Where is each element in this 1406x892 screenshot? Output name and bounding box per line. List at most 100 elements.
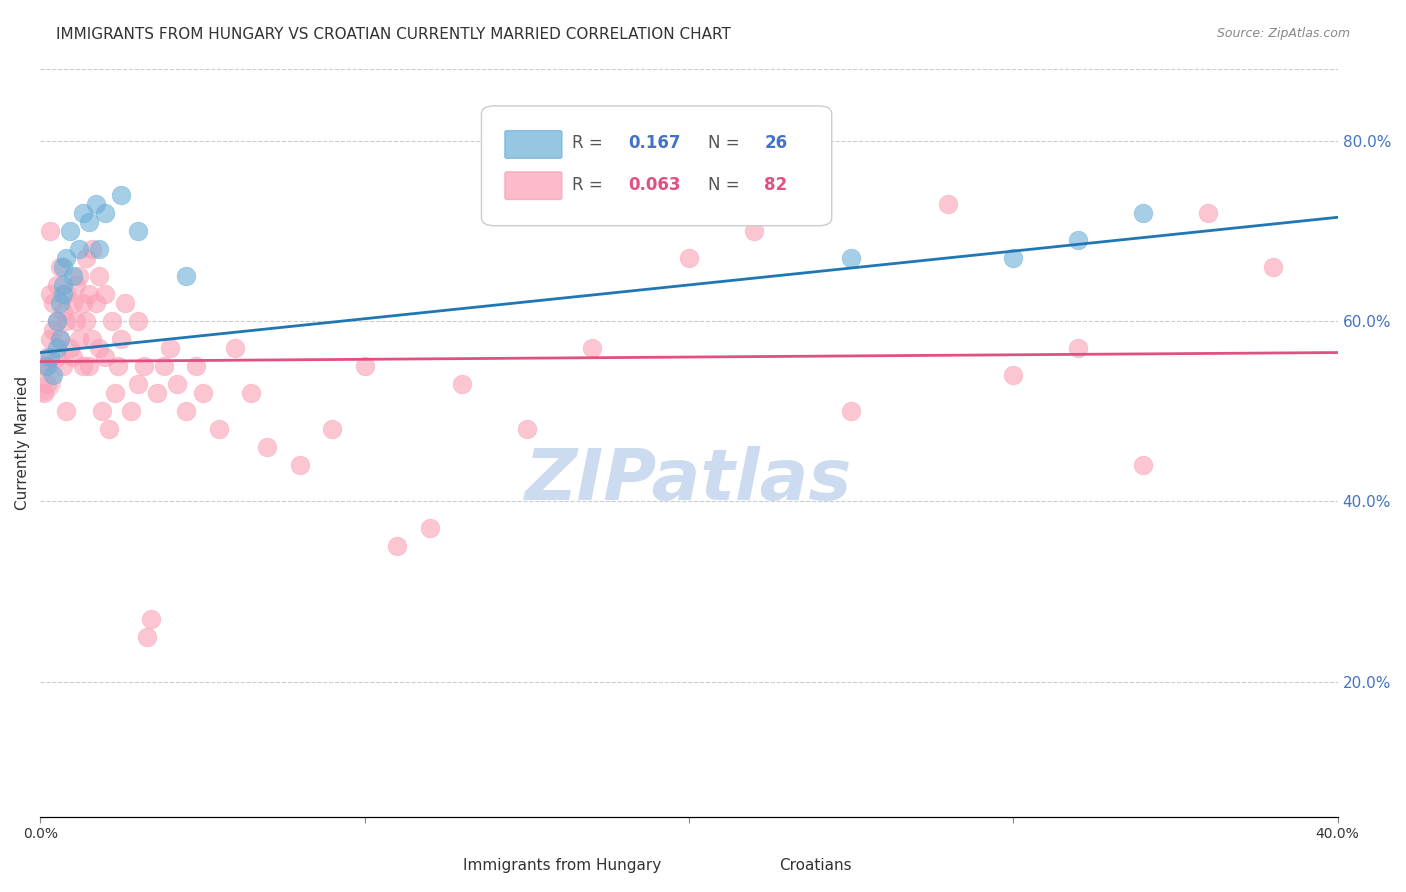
- Point: [52, 287, 75, 301]
- Point: [62, 296, 84, 310]
- Text: Source: ZipAtlas.com: Source: ZipAtlas.com: [1216, 27, 1350, 40]
- Point: [136, 630, 159, 644]
- Point: [77, 359, 100, 373]
- Point: [419, 521, 441, 535]
- Point: [1002, 368, 1025, 383]
- Point: [45, 350, 67, 364]
- Point: [516, 422, 538, 436]
- Point: [127, 377, 149, 392]
- FancyBboxPatch shape: [505, 172, 562, 200]
- Text: N =: N =: [709, 176, 745, 194]
- Point: [176, 268, 198, 283]
- Point: [72, 296, 94, 310]
- Point: [72, 359, 94, 373]
- Point: [191, 386, 214, 401]
- Point: [82, 332, 104, 346]
- Point: [52, 305, 75, 319]
- Point: [176, 404, 198, 418]
- Point: [35, 359, 58, 373]
- Point: [107, 359, 129, 373]
- Point: [87, 242, 110, 256]
- FancyBboxPatch shape: [481, 106, 832, 226]
- Point: [581, 341, 603, 355]
- Point: [94, 287, 117, 301]
- Point: [1132, 206, 1154, 220]
- Point: [97, 422, 120, 436]
- Point: [55, 251, 77, 265]
- Point: [208, 422, 231, 436]
- Point: [139, 611, 162, 625]
- Point: [42, 323, 65, 337]
- Point: [39, 224, 62, 238]
- Y-axis label: Currently Married: Currently Married: [15, 376, 30, 509]
- Point: [385, 540, 408, 554]
- Point: [451, 377, 474, 392]
- Point: [110, 187, 132, 202]
- Point: [39, 350, 62, 364]
- Point: [1067, 341, 1090, 355]
- Text: ZIPatlas: ZIPatlas: [526, 446, 852, 515]
- Point: [1067, 233, 1090, 247]
- Point: [32, 359, 55, 373]
- Point: [127, 314, 149, 328]
- Text: R =: R =: [572, 176, 609, 194]
- Point: [62, 350, 84, 364]
- Point: [45, 341, 67, 355]
- Point: [256, 440, 278, 454]
- Point: [32, 386, 55, 401]
- Point: [35, 377, 58, 392]
- Point: [353, 359, 375, 373]
- Point: [45, 277, 67, 292]
- Point: [1002, 251, 1025, 265]
- Point: [52, 277, 75, 292]
- Point: [45, 314, 67, 328]
- Point: [77, 287, 100, 301]
- Point: [67, 268, 90, 283]
- Point: [49, 260, 72, 274]
- Point: [110, 332, 132, 346]
- Text: 0.063: 0.063: [628, 176, 681, 194]
- Point: [742, 224, 765, 238]
- Point: [77, 215, 100, 229]
- Point: [100, 314, 122, 328]
- Point: [84, 296, 107, 310]
- Point: [52, 359, 75, 373]
- Text: IMMIGRANTS FROM HUNGARY VS CROATIAN CURRENTLY MARRIED CORRELATION CHART: IMMIGRANTS FROM HUNGARY VS CROATIAN CURR…: [56, 27, 731, 42]
- Point: [839, 404, 862, 418]
- Point: [35, 350, 58, 364]
- Point: [42, 368, 65, 383]
- Point: [1197, 206, 1219, 220]
- Text: R =: R =: [572, 135, 609, 153]
- Point: [184, 359, 207, 373]
- Point: [65, 277, 87, 292]
- Point: [159, 341, 181, 355]
- Text: 0.167: 0.167: [628, 135, 681, 153]
- Point: [49, 296, 72, 310]
- Point: [839, 251, 862, 265]
- Point: [62, 268, 84, 283]
- Point: [49, 332, 72, 346]
- Point: [30, 373, 52, 387]
- Point: [120, 404, 142, 418]
- Point: [82, 242, 104, 256]
- Point: [678, 251, 700, 265]
- Point: [94, 350, 117, 364]
- Point: [166, 377, 188, 392]
- Point: [52, 260, 75, 274]
- Point: [65, 314, 87, 328]
- Point: [39, 332, 62, 346]
- Point: [938, 196, 960, 211]
- Text: Immigrants from Hungary: Immigrants from Hungary: [463, 858, 662, 872]
- Point: [87, 268, 110, 283]
- Point: [67, 332, 90, 346]
- Point: [75, 251, 97, 265]
- FancyBboxPatch shape: [505, 130, 562, 158]
- Point: [72, 206, 94, 220]
- Point: [240, 386, 263, 401]
- Point: [59, 224, 82, 238]
- Point: [42, 296, 65, 310]
- Point: [91, 404, 114, 418]
- Point: [127, 224, 149, 238]
- Point: [87, 341, 110, 355]
- Point: [321, 422, 343, 436]
